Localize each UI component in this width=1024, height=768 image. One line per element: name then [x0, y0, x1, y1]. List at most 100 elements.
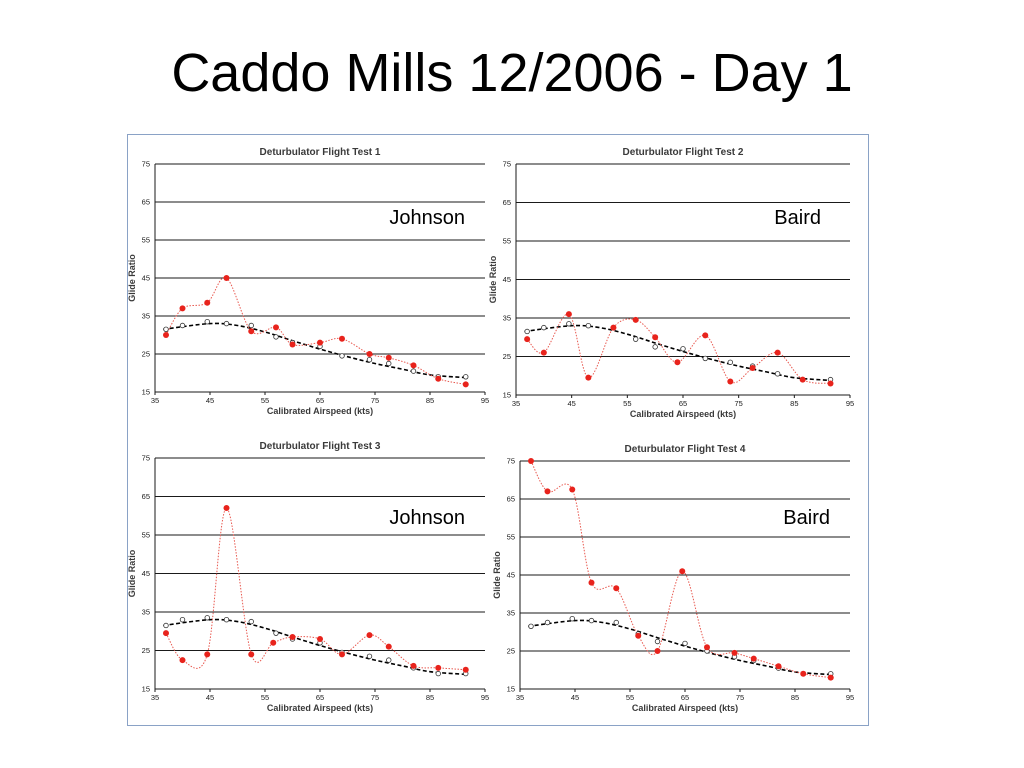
test-point [679, 568, 686, 575]
baseline-point [544, 619, 551, 626]
test-point [204, 299, 211, 306]
baseline-point [366, 356, 373, 363]
y-tick-label: 45 [142, 274, 150, 283]
baseline-point [528, 623, 534, 629]
test-point [702, 332, 709, 339]
y-tick-label: 75 [142, 454, 150, 463]
baseline-point [223, 320, 230, 327]
test-point [163, 630, 169, 637]
baseline-point [339, 353, 345, 359]
x-tick-label: 55 [623, 399, 631, 408]
baseline-point [524, 328, 530, 335]
baseline-point [654, 638, 661, 645]
baseline-point [774, 371, 781, 377]
baseline-point [366, 653, 373, 659]
test-point [223, 275, 230, 281]
test-point [435, 664, 442, 671]
baseline-point [163, 326, 169, 332]
test-point [775, 663, 782, 670]
trend-curve [524, 324, 831, 382]
y-tick-label: 15 [507, 685, 515, 694]
figure-frame [127, 134, 869, 726]
chart-title-test-3: Deturbulator Flight Test 3 [260, 441, 381, 452]
chart-title-test-2: Deturbulator Flight Test 2 [623, 147, 744, 158]
y-tick-label: 45 [142, 569, 150, 578]
chart-title-test-1: Deturbulator Flight Test 1 [260, 147, 381, 158]
y-tick-label: 15 [503, 391, 511, 400]
x-tick-label: 75 [734, 399, 742, 408]
trend-curve [163, 322, 466, 379]
test-point [588, 579, 595, 586]
test-point [339, 651, 345, 658]
baseline-point [204, 615, 210, 621]
x-tick-label: 85 [426, 693, 434, 702]
test-point [610, 324, 617, 331]
y-tick-label: 65 [503, 198, 511, 207]
test-point [585, 374, 592, 381]
test-point [366, 632, 373, 639]
test-point [674, 359, 681, 366]
y-tick-label: 15 [142, 388, 150, 397]
test-point [544, 488, 551, 495]
test-point [827, 380, 834, 387]
baseline-point [248, 322, 254, 329]
baseline-point [727, 359, 734, 365]
baseline-point [163, 622, 169, 629]
test-series-line [526, 313, 831, 384]
y-tick-label: 55 [142, 236, 150, 245]
chart-panel-test-3: Deturbulator Flight Test 3 15 25 35 45 55 65 75… [127, 432, 489, 722]
test-point [727, 378, 734, 385]
test-point [270, 639, 277, 646]
trend-curve [528, 619, 831, 676]
pilot-label-test-3: Johnson [389, 507, 465, 529]
baseline-point [702, 355, 708, 362]
x-tick-label: 35 [512, 399, 520, 408]
x-axis-title: Calibrated Airspeed (kts) [267, 703, 373, 713]
pilot-label-test-4: Baird [783, 507, 830, 529]
x-tick-label: 45 [206, 693, 214, 702]
baseline-point [248, 618, 254, 625]
test-point [273, 324, 279, 331]
x-tick-label: 75 [371, 396, 379, 405]
trend-curve [163, 618, 466, 676]
y-axis-title: Glide Ratio [488, 255, 498, 303]
y-tick-label: 35 [142, 312, 150, 321]
x-tick-label: 55 [626, 693, 634, 702]
test-point [248, 328, 255, 335]
y-tick-label: 45 [507, 571, 515, 580]
test-point [731, 649, 738, 656]
chart-title-test-4: Deturbulator Flight Test 4 [625, 444, 746, 455]
chart-test-4-svg: Deturbulator Flight Test 4 15 25 35 45 55 65 75… [492, 444, 854, 713]
baseline-point [204, 318, 210, 325]
test-point [204, 651, 211, 658]
baseline-point [541, 324, 547, 331]
test-point [569, 486, 576, 493]
x-tick-label: 35 [151, 396, 159, 405]
test-point [774, 349, 781, 356]
baseline-point [435, 670, 441, 677]
baseline-point [273, 334, 279, 340]
test-point [435, 375, 442, 382]
y-tick-label: 75 [503, 160, 511, 169]
test-point [339, 335, 345, 342]
x-tick-label: 45 [206, 396, 214, 405]
test-point [565, 311, 572, 318]
baseline-point [682, 640, 688, 647]
chart-test-3-svg: Deturbulator Flight Test 3 15 25 35 45 55 65 75… [127, 441, 489, 713]
x-tick-label: 45 [567, 399, 575, 408]
x-tick-label: 95 [846, 693, 854, 702]
test-point [827, 674, 834, 681]
test-point [528, 458, 534, 464]
test-point [179, 657, 186, 664]
test-series-line [530, 460, 831, 679]
baseline-point [569, 615, 575, 622]
baseline-point [386, 657, 392, 663]
y-axis-title: Glide Ratio [492, 551, 502, 599]
chart-panel-test-4: Deturbulator Flight Test 4 15 25 35 45 55 65 75… [488, 432, 858, 722]
y-tick-label: 25 [142, 646, 150, 655]
y-tick-label: 45 [503, 275, 511, 284]
x-tick-label: 75 [371, 693, 379, 702]
y-tick-label: 25 [142, 350, 150, 359]
y-tick-label: 55 [507, 533, 515, 542]
slide-title: Caddo Mills 12/2006 - Day 1 [171, 43, 853, 103]
